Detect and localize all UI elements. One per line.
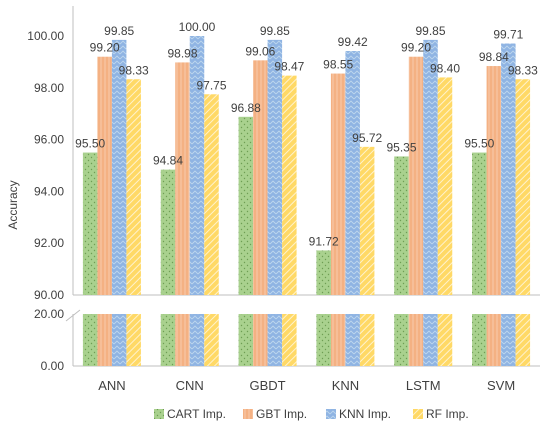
legend-swatch [326, 409, 336, 419]
bar-upper [472, 152, 487, 295]
y-tick-label: 0.00 [41, 359, 65, 373]
bar-lower [238, 314, 254, 366]
bar-lower [359, 314, 375, 366]
bar-upper [515, 79, 531, 296]
bar-lower [316, 314, 331, 366]
category-label: KNN [332, 378, 359, 393]
bar-lower [267, 314, 283, 366]
legend-label: RF Imp. [426, 407, 469, 421]
y-tick-label: 94.00 [34, 184, 64, 198]
bar-lower [345, 314, 360, 366]
data-label: 98.40 [430, 61, 460, 75]
data-label: 98.33 [508, 63, 538, 77]
bar-upper [316, 250, 331, 295]
legend-swatch [154, 409, 164, 419]
bar-lower [97, 314, 112, 366]
bar-upper [204, 94, 219, 296]
data-label: 99.85 [104, 24, 134, 38]
y-tick-label: 98.00 [34, 81, 64, 95]
bar-lower [189, 314, 205, 366]
legend-label: KNN Imp. [339, 407, 391, 421]
y-axis-title: Accuracy [6, 180, 20, 229]
data-label: 95.50 [464, 137, 494, 151]
bar-lower [423, 314, 438, 366]
bar-lower [408, 314, 424, 366]
category-label: ANN [98, 378, 125, 393]
bar-lower [111, 314, 127, 366]
category-label: LSTM [406, 378, 441, 393]
data-label: 98.84 [479, 50, 509, 64]
bar-upper [82, 152, 98, 295]
data-label: 98.55 [323, 58, 353, 72]
bar-upper [423, 39, 438, 296]
data-label: 98.33 [119, 63, 149, 77]
bar-upper [238, 116, 254, 295]
bar-lower [126, 314, 141, 366]
bar-upper [486, 66, 502, 295]
bar-lower [282, 314, 297, 366]
legend-label: CART Imp. [167, 407, 226, 421]
bar-upper [126, 79, 141, 296]
bar-lower [330, 314, 346, 366]
y-tick-label: 90.00 [34, 288, 64, 302]
data-label: 99.20 [90, 41, 120, 55]
category-label: GBDT [250, 378, 286, 393]
bar-upper [408, 56, 424, 295]
data-label: 99.71 [493, 28, 523, 42]
data-label: 98.98 [167, 46, 197, 60]
data-label: 94.84 [153, 154, 183, 168]
bar-upper [359, 146, 375, 295]
bar-upper [330, 73, 346, 296]
data-label: 99.20 [401, 41, 431, 55]
bar-upper [437, 77, 453, 295]
y-tick-label: 92.00 [34, 236, 64, 250]
bar-upper [282, 75, 297, 295]
y-tick-label: 96.00 [34, 133, 64, 147]
bar-upper [175, 62, 190, 295]
data-label: 98.47 [274, 60, 304, 74]
bar-upper [160, 169, 176, 295]
data-label: 100.00 [179, 20, 216, 34]
data-label: 99.42 [338, 35, 368, 49]
axis-break-mark [65, 309, 81, 322]
bar-lower [486, 314, 502, 366]
data-label: 95.35 [386, 140, 416, 154]
bar-upper [111, 39, 127, 296]
legend-swatch [243, 409, 253, 419]
data-label: 91.72 [309, 234, 339, 248]
data-label: 99.85 [415, 24, 445, 38]
bar-lower [82, 314, 98, 366]
data-label: 96.88 [231, 101, 261, 115]
category-label: CNN [176, 378, 204, 393]
data-label: 99.85 [260, 24, 290, 38]
legend-swatch [413, 409, 423, 419]
data-label: 95.50 [75, 137, 105, 151]
bar-upper [189, 36, 205, 295]
bar-lower [175, 314, 190, 366]
bar-lower [204, 314, 219, 366]
category-label: SVM [487, 378, 515, 393]
data-label: 95.72 [352, 131, 382, 145]
bar-lower [160, 314, 176, 366]
data-label: 97.75 [196, 78, 226, 92]
bar-upper [253, 60, 268, 295]
bar-lower [394, 314, 409, 366]
legend-label: GBT Imp. [256, 407, 307, 421]
data-label: 99.06 [245, 44, 275, 58]
y-tick-label: 20.00 [34, 307, 64, 321]
bar-upper [267, 39, 283, 296]
bar-upper [394, 156, 409, 295]
y-tick-label: 100.00 [27, 29, 64, 43]
bar-lower [472, 314, 487, 366]
bar-lower [501, 314, 516, 366]
bar-upper [97, 56, 112, 295]
bar-lower [253, 314, 268, 366]
bar-upper [345, 51, 360, 295]
bar-upper [501, 43, 516, 295]
bar-lower [515, 314, 531, 366]
bar-lower [437, 314, 453, 366]
